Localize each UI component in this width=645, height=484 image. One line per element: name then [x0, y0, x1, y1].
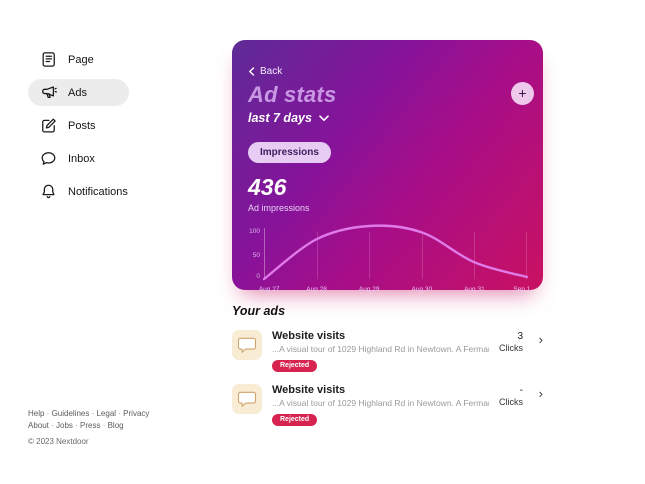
- footer-link-about[interactable]: About: [28, 421, 56, 430]
- your-ads-heading: Your ads: [232, 304, 286, 318]
- impressions-line-path: [262, 224, 529, 281]
- footer-link-legal[interactable]: Legal: [96, 409, 123, 418]
- x-axis-tick: Aug 28: [306, 286, 327, 293]
- clicks-value: -: [519, 385, 523, 396]
- ad-list-item[interactable]: Website visits ...A visual tour of 1029 …: [232, 330, 543, 372]
- x-axis-tick: Aug 30: [411, 286, 433, 293]
- chevron-right-icon[interactable]: ›: [538, 332, 543, 347]
- sidebar-item-label: Notifications: [68, 185, 128, 198]
- metric-tab-impressions[interactable]: Impressions: [248, 142, 331, 163]
- y-axis-tick: 0: [256, 273, 260, 280]
- ad-list-item[interactable]: Website visits ...A visual tour of 1029 …: [232, 384, 543, 426]
- impressions-line: [262, 224, 529, 281]
- ad-item-body: Website visits ...A visual tour of 1029 …: [272, 384, 489, 426]
- footer: HelpGuidelinesLegalPrivacy AboutJobsPres…: [28, 408, 149, 448]
- footer-links-row-2: AboutJobsPressBlog: [28, 420, 149, 432]
- megaphone-icon: [40, 84, 57, 101]
- sidebar-item-label: Posts: [68, 119, 96, 132]
- sidebar-item-label: Ads: [68, 86, 87, 99]
- ad-item-body: Website visits ...A visual tour of 1029 …: [272, 330, 489, 372]
- sidebar-item-page[interactable]: Page: [28, 46, 112, 73]
- period-selector[interactable]: last 7 days: [248, 111, 329, 125]
- main-content: Back Ad stats last 7 days + Impressions …: [232, 40, 543, 426]
- back-label: Back: [260, 66, 283, 77]
- page-icon: [40, 51, 57, 68]
- add-ad-button[interactable]: +: [511, 82, 534, 105]
- gridline: [316, 232, 318, 279]
- ad-thumbnail: [232, 384, 262, 414]
- sidebar-item-label: Inbox: [68, 152, 95, 165]
- x-axis-tick: Aug 31: [464, 286, 485, 293]
- ad-description: ...A visual tour of 1029 Highland Rd in …: [272, 344, 489, 354]
- x-axis-tick: Aug 27: [258, 286, 280, 293]
- sidebar-item-inbox[interactable]: Inbox: [28, 145, 113, 172]
- back-button[interactable]: Back: [248, 66, 282, 77]
- chevron-right-icon[interactable]: ›: [538, 386, 543, 401]
- gridline: [369, 232, 371, 279]
- gridline: [421, 232, 423, 279]
- sidebar-item-posts[interactable]: Posts: [28, 112, 114, 139]
- gridline: [526, 232, 527, 279]
- ad-clicks-metric: 3 Clicks: [489, 331, 523, 372]
- y-axis-tick: 50: [252, 252, 260, 259]
- speech-bubble-icon: [237, 391, 257, 407]
- compose-icon: [40, 117, 57, 134]
- ad-clicks-metric: - Clicks: [489, 385, 523, 426]
- clicks-label: Clicks: [499, 397, 523, 407]
- footer-links-row-1: HelpGuidelinesLegalPrivacy: [28, 408, 149, 420]
- period-label: last 7 days: [248, 111, 312, 125]
- x-axis-tick: Aug 29: [358, 286, 380, 293]
- x-axis-labels: Aug 27 Aug 28 Aug 29 Aug 30 Aug 31 Sep 1: [259, 286, 531, 296]
- status-badge: Rejected: [272, 359, 318, 372]
- footer-link-press[interactable]: Press: [80, 421, 108, 430]
- chevron-left-icon: [249, 67, 255, 76]
- sidebar: Page Ads Posts Inbox Notifications: [28, 46, 198, 211]
- status-badge: Rejected: [272, 413, 318, 426]
- impressions-chart: 100 50 0 Aug 27 Aug 28 Aug 29 Aug 30 Aug…: [248, 221, 531, 296]
- footer-link-jobs[interactable]: Jobs: [56, 421, 80, 430]
- footer-link-blog[interactable]: Blog: [107, 421, 124, 431]
- clicks-label: Clicks: [499, 343, 523, 353]
- impressions-value: 436: [248, 174, 287, 200]
- copyright: © 2023 Nextdoor: [28, 436, 89, 446]
- chat-bubble-icon: [40, 150, 57, 167]
- ad-title: Website visits: [272, 384, 346, 396]
- sidebar-item-label: Page: [68, 53, 94, 66]
- ad-description: ...A visual tour of 1029 Highland Rd in …: [272, 398, 489, 408]
- ad-thumbnail: [232, 330, 262, 360]
- footer-link-help[interactable]: Help: [28, 409, 52, 418]
- sidebar-item-notifications[interactable]: Notifications: [28, 178, 146, 205]
- page-title: Ad stats: [248, 82, 337, 107]
- ad-stats-card: Back Ad stats last 7 days + Impressions …: [232, 40, 543, 293]
- gridline: [474, 232, 476, 279]
- sidebar-item-ads[interactable]: Ads: [28, 79, 129, 106]
- x-axis-tick: Sep 1: [513, 286, 531, 293]
- impressions-label: Ad impressions: [248, 203, 310, 213]
- speech-bubble-icon: [237, 337, 257, 353]
- chart-plot-area: [262, 221, 529, 283]
- y-axis-tick: 100: [249, 228, 260, 235]
- clicks-value: 3: [517, 331, 523, 342]
- bell-icon: [40, 183, 57, 200]
- y-axis-line: [264, 228, 265, 279]
- footer-link-guidelines[interactable]: Guidelines: [52, 409, 97, 418]
- footer-link-privacy[interactable]: Privacy: [123, 409, 150, 418]
- chevron-down-icon: [319, 114, 329, 121]
- ad-title: Website visits: [272, 330, 346, 342]
